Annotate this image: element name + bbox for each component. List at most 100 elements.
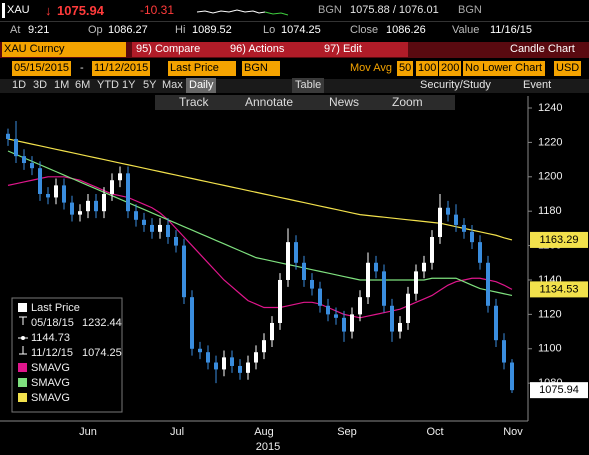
table-button[interactable]: Table — [292, 78, 325, 93]
menu-button[interactable]: 97) Edit — [320, 42, 408, 57]
candle-body — [94, 200, 98, 212]
candle-body — [510, 362, 514, 391]
candle-body — [30, 163, 34, 169]
candle-body — [262, 340, 266, 353]
legend-label: SMAVG — [31, 377, 70, 389]
x-tick-label: Sep — [337, 426, 357, 438]
period[interactable]: 50 — [397, 61, 414, 76]
candle-body — [230, 357, 234, 366]
menu-button[interactable]: 96) Actions — [226, 42, 322, 57]
period[interactable]: 100 — [416, 61, 439, 76]
candle-body — [270, 322, 274, 341]
candle-body — [62, 185, 66, 203]
quote-label: Lo — [263, 24, 276, 36]
study-button[interactable]: Security/Study — [420, 79, 491, 91]
candle-body — [246, 362, 250, 373]
y-tick-label: 1240 — [538, 102, 562, 114]
candle-body — [374, 262, 378, 272]
settings-bar: 05/15/2015 - 11/12/2015 Last Price BGN M… — [0, 61, 589, 76]
bid-source: BGN — [318, 4, 342, 16]
value-label-box — [530, 231, 588, 248]
period[interactable]: 200 — [439, 61, 462, 76]
legend-title: Last Price — [31, 302, 80, 314]
candle-body — [22, 156, 26, 164]
candle-body — [502, 340, 506, 363]
moving-average — [7, 176, 513, 319]
candle-body — [334, 314, 338, 318]
range-button[interactable]: 1M — [54, 79, 70, 91]
tool-bar: Track Annotate News Zoom — [155, 95, 455, 110]
tool-button[interactable]: Zoom — [392, 95, 423, 109]
range-button[interactable]: YTD — [97, 79, 119, 91]
legend-box — [11, 297, 123, 413]
tool-button[interactable]: News — [329, 95, 360, 109]
candle-body — [54, 185, 58, 198]
currency[interactable]: USD — [554, 61, 582, 76]
range-button[interactable]: 6M — [75, 79, 91, 91]
date-dash: - — [80, 62, 84, 74]
legend-low: 1074.25 — [82, 347, 122, 359]
candle-body — [190, 297, 194, 349]
candle-body — [278, 279, 282, 323]
event-button[interactable]: Event — [523, 79, 552, 91]
moving-average — [7, 138, 513, 241]
quote-bar: At 9:21 Op 1086.27 Hi 1089.52 Lo 1074.25 Close 10… — [0, 22, 589, 39]
menu-button[interactable]: 95) Compare — [132, 42, 228, 57]
bid-ask: 1075.88 / 1076.01 — [350, 4, 439, 16]
candle-body — [222, 357, 226, 370]
security[interactable]: XAU Curncy — [2, 42, 126, 57]
range-button[interactable]: 3D — [33, 79, 48, 91]
candle-body — [70, 202, 74, 215]
legend: Last Price 05/18/15 1232.44 1144.73 11/12/15… — [11, 297, 123, 413]
candle-body — [158, 224, 162, 232]
chart-type: Candle Chart — [510, 43, 575, 55]
candle-body — [318, 288, 322, 306]
candle-body — [46, 193, 50, 198]
ticker: XAU — [2, 3, 30, 18]
source[interactable]: BGN — [242, 61, 280, 76]
legend-high: 1232.44 — [82, 317, 122, 329]
frequency[interactable]: Daily — [186, 78, 217, 93]
quote-value: 1089.52 — [192, 24, 232, 36]
field[interactable]: Last Price — [168, 61, 236, 76]
candle-body — [254, 352, 258, 363]
range-button[interactable]: Max — [162, 79, 183, 91]
candle-body — [102, 193, 106, 212]
candle-body — [110, 180, 114, 194]
candle-body — [358, 297, 362, 315]
candle-body — [134, 211, 138, 220]
menu-bar: XAU Curncy 95) Compare 96) Actions 97) E… — [0, 42, 589, 58]
tool-button[interactable]: Annotate — [245, 95, 294, 109]
legend-icon — [21, 336, 25, 340]
y-tick-label: 1200 — [538, 171, 562, 183]
range-button[interactable]: 1D — [12, 79, 27, 91]
lower-chart[interactable]: No Lower Chart — [463, 61, 545, 76]
tool-button[interactable]: Track — [179, 95, 209, 109]
x-tick-label: Oct — [426, 426, 443, 438]
candle-body — [118, 173, 122, 181]
end-date[interactable]: 11/12/2015 — [92, 61, 151, 76]
study-label: Mov Avg — [350, 62, 392, 74]
candle-body — [478, 242, 482, 263]
candle-body — [6, 133, 10, 139]
value-label: 1134.53 — [540, 283, 579, 295]
legend-low-date: 11/12/15 — [31, 347, 73, 359]
legend-icon — [19, 346, 27, 355]
arrow: ↓ — [45, 3, 52, 18]
last-price: 1075.94 — [57, 3, 104, 18]
quote-label: Hi — [175, 24, 186, 36]
candle-body — [78, 211, 82, 215]
x-tick-label: Aug — [254, 426, 274, 438]
candle-body — [454, 214, 458, 225]
start-date[interactable]: 05/15/2015 — [12, 61, 72, 76]
x-tick-label: Jul — [170, 426, 184, 438]
range-button[interactable]: 5Y — [143, 79, 157, 91]
chart: 108011001120114011601180120012201240JunJ… — [0, 96, 588, 453]
legend-swatch — [18, 303, 27, 312]
candle-body — [150, 224, 154, 232]
quote-value: 1086.26 — [386, 24, 426, 36]
range-button[interactable]: 1Y — [122, 79, 136, 91]
moving-average — [7, 150, 513, 297]
candle-body — [398, 322, 402, 332]
